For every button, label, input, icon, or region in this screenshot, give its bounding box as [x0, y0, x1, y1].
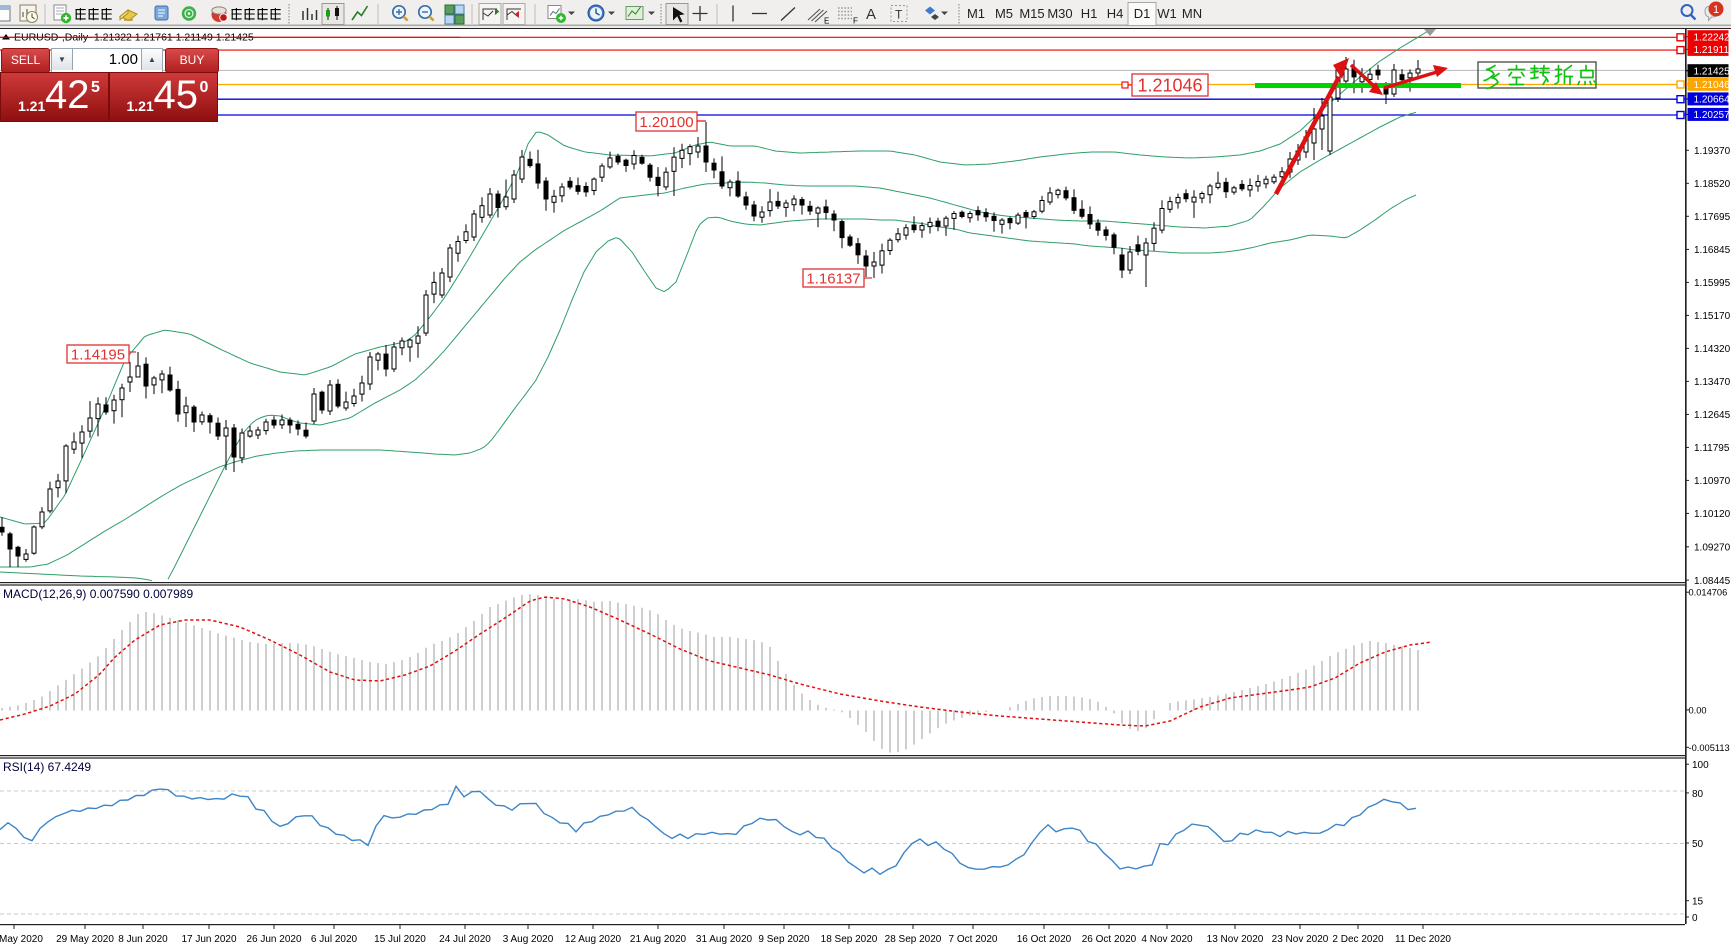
svg-text:4 Nov 2020: 4 Nov 2020 — [1141, 934, 1193, 945]
svg-text:1.14320: 1.14320 — [1694, 344, 1731, 355]
svg-text:-0.005113: -0.005113 — [1689, 743, 1730, 753]
svg-text:1.21911: 1.21911 — [1694, 45, 1730, 56]
svg-text:0: 0 — [1692, 913, 1698, 924]
svg-text:MACD(12,26,9) 0.007590 0.00798: MACD(12,26,9) 0.007590 0.007989 — [3, 587, 193, 601]
svg-text:80: 80 — [1692, 789, 1704, 800]
svg-text:1.21425: 1.21425 — [1694, 67, 1731, 78]
svg-text:D1: D1 — [1134, 6, 1151, 21]
svg-text:M30: M30 — [1047, 6, 1072, 21]
svg-text:T: T — [895, 8, 903, 22]
svg-text:1.16137: 1.16137 — [806, 270, 860, 287]
svg-text:26 Oct 2020: 26 Oct 2020 — [1082, 934, 1137, 945]
svg-text:1.14195: 1.14195 — [71, 346, 125, 363]
svg-text:1.11795: 1.11795 — [1694, 443, 1730, 454]
svg-text:1.16845: 1.16845 — [1694, 245, 1731, 256]
svg-text:2 Dec 2020: 2 Dec 2020 — [1332, 934, 1384, 945]
svg-text:M5: M5 — [995, 6, 1013, 21]
svg-text:1.20100: 1.20100 — [639, 114, 693, 131]
svg-text:50: 50 — [1692, 839, 1704, 850]
svg-text:6 Jul 2020: 6 Jul 2020 — [311, 934, 358, 945]
svg-text:1.15170: 1.15170 — [1694, 311, 1731, 322]
svg-text:7 Oct 2020: 7 Oct 2020 — [949, 934, 998, 945]
svg-text:15: 15 — [1692, 897, 1704, 908]
svg-text:17 Jun 2020: 17 Jun 2020 — [181, 934, 236, 945]
svg-text:M15: M15 — [1019, 6, 1044, 21]
svg-text:1.12645: 1.12645 — [1694, 410, 1731, 421]
svg-text:1.20257: 1.20257 — [1694, 110, 1731, 121]
svg-text:26 Jun 2020: 26 Jun 2020 — [246, 934, 301, 945]
svg-text:M1: M1 — [967, 6, 985, 21]
svg-text:15 Jul 2020: 15 Jul 2020 — [374, 934, 426, 945]
svg-text:1.15995: 1.15995 — [1694, 278, 1731, 289]
svg-text:12 Aug 2020: 12 Aug 2020 — [565, 934, 622, 945]
svg-text:28 Sep 2020: 28 Sep 2020 — [885, 934, 942, 945]
svg-text:31 Aug 2020: 31 Aug 2020 — [696, 934, 753, 945]
svg-text:1.17695: 1.17695 — [1694, 212, 1731, 223]
svg-text:1.21046: 1.21046 — [1694, 80, 1731, 91]
svg-text:21 Aug 2020: 21 Aug 2020 — [630, 934, 687, 945]
svg-text:23 Nov 2020: 23 Nov 2020 — [1272, 934, 1329, 945]
svg-text:20 May 2020: 20 May 2020 — [0, 934, 43, 945]
svg-text:29 May 2020: 29 May 2020 — [56, 934, 114, 945]
svg-text:1.21046: 1.21046 — [1137, 75, 1202, 95]
svg-text:1.09270: 1.09270 — [1694, 543, 1731, 554]
svg-text:1.08445: 1.08445 — [1694, 576, 1731, 587]
svg-text:1.18520: 1.18520 — [1694, 179, 1731, 190]
svg-text:16 Oct 2020: 16 Oct 2020 — [1017, 934, 1072, 945]
svg-text:9 Sep 2020: 9 Sep 2020 — [758, 934, 810, 945]
svg-text:1.13470: 1.13470 — [1694, 377, 1731, 388]
svg-text:18 Sep 2020: 18 Sep 2020 — [821, 934, 878, 945]
svg-text:0.00: 0.00 — [1689, 705, 1707, 715]
svg-text:H4: H4 — [1107, 6, 1124, 21]
svg-text:100: 100 — [1692, 760, 1709, 771]
svg-text:13 Nov 2020: 13 Nov 2020 — [1207, 934, 1264, 945]
svg-text:1.20664: 1.20664 — [1694, 95, 1731, 106]
svg-text:8 Jun 2020: 8 Jun 2020 — [118, 934, 168, 945]
svg-text:RSI(14) 67.4249: RSI(14) 67.4249 — [3, 760, 91, 774]
svg-text:H1: H1 — [1081, 6, 1098, 21]
svg-text:W1: W1 — [1157, 6, 1177, 21]
svg-text:E: E — [824, 17, 829, 26]
svg-text:0.014706: 0.014706 — [1689, 588, 1728, 598]
svg-text:1.22242: 1.22242 — [1694, 33, 1731, 44]
svg-text:24 Jul 2020: 24 Jul 2020 — [439, 934, 491, 945]
svg-text:MN: MN — [1182, 6, 1202, 21]
svg-text:1: 1 — [1713, 4, 1719, 16]
svg-text:F: F — [853, 17, 858, 26]
svg-text:11 Dec 2020: 11 Dec 2020 — [1395, 934, 1451, 945]
svg-text:1.19370: 1.19370 — [1694, 146, 1731, 157]
svg-text:3 Aug 2020: 3 Aug 2020 — [503, 934, 554, 945]
svg-text:A: A — [866, 6, 876, 23]
svg-text:1.10120: 1.10120 — [1694, 509, 1731, 520]
svg-text:1.10970: 1.10970 — [1694, 476, 1731, 487]
